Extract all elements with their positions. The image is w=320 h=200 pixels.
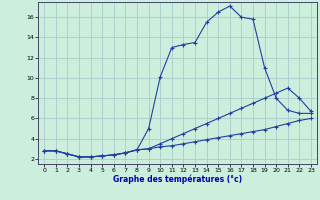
X-axis label: Graphe des températures (°c): Graphe des températures (°c) <box>113 175 242 184</box>
